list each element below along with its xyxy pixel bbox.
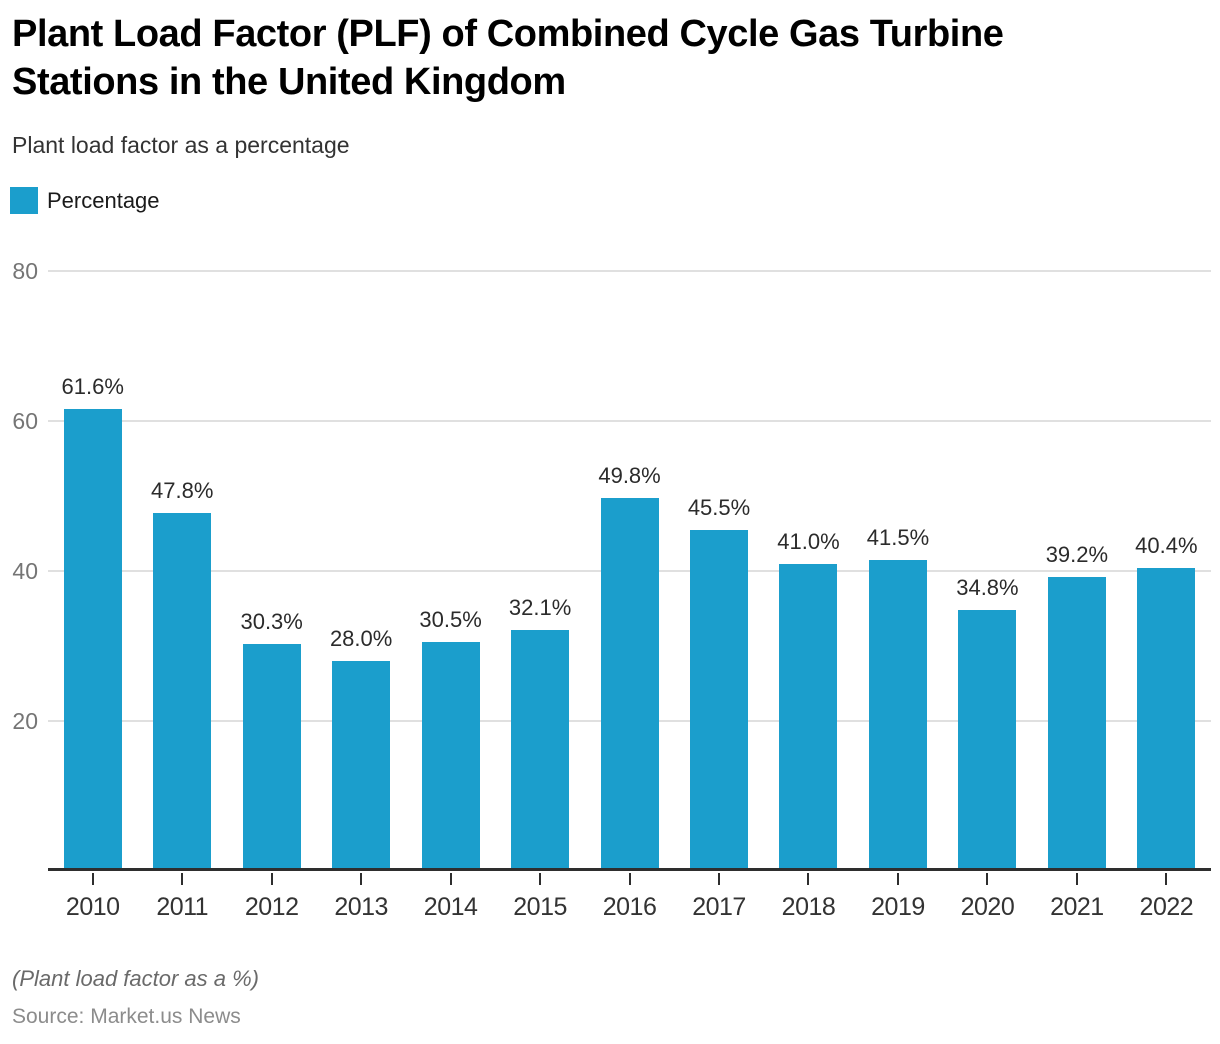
x-axis-tick xyxy=(718,873,721,885)
bar xyxy=(868,559,927,871)
gridline-80 xyxy=(48,270,1211,272)
bar-group-2012: 30.3% 2012 xyxy=(227,271,316,921)
bar xyxy=(153,512,212,871)
bar-value-label: 61.6% xyxy=(61,374,124,399)
bar-group-2017: 45.5% 2017 xyxy=(674,271,763,921)
x-axis-tick-label-2017: 2017 xyxy=(692,893,746,921)
legend-label: Percentage xyxy=(47,187,160,213)
bar xyxy=(958,610,1017,871)
bar-group-2019: 41.5% 2019 xyxy=(853,271,942,921)
bar-value-label: 49.8% xyxy=(598,462,661,488)
bar-value-label: 41.0% xyxy=(777,528,840,554)
bar-group-2010: 61.6% 2010 xyxy=(48,271,137,921)
bar xyxy=(332,661,391,871)
x-axis-tick-label-2018: 2018 xyxy=(781,893,836,921)
x-axis-line xyxy=(48,868,1211,871)
x-axis-tick xyxy=(1165,873,1168,885)
bar-group-2022: 40.4% 2022 xyxy=(1122,271,1211,921)
bar-value-label: 32.1% xyxy=(508,595,572,621)
x-axis-tick xyxy=(1075,873,1078,885)
gridline-60 xyxy=(48,420,1211,422)
bar xyxy=(242,643,301,871)
source-credit: Source: Market.us News xyxy=(12,1005,241,1028)
x-axis-tick xyxy=(807,873,810,885)
y-axis-tick-label-80: 80 xyxy=(12,258,38,284)
y-axis-tick-label-20: 20 xyxy=(12,708,38,734)
x-axis-tick xyxy=(986,873,989,885)
chart-subtitle: Plant load factor as a percentage xyxy=(12,132,350,158)
bar xyxy=(1137,568,1196,871)
x-axis-tick-label-2022: 2022 xyxy=(1139,893,1194,921)
bar xyxy=(690,529,749,871)
x-axis-tick-label-2019: 2019 xyxy=(871,893,925,921)
x-axis-tick-label-2020: 2020 xyxy=(960,893,1015,921)
bar xyxy=(421,642,480,871)
x-axis-tick xyxy=(360,873,363,885)
bar-series: 61.6% 2010 47.8% 2011 30.3% 2012 28.0% 2013 30.5… xyxy=(48,271,1211,922)
bar xyxy=(63,409,122,871)
bar xyxy=(511,630,570,871)
bar-value-label: 39.2% xyxy=(1045,542,1109,567)
y-axis-tick-label-60: 60 xyxy=(12,408,38,434)
legend-swatch-icon xyxy=(10,187,38,214)
x-axis-tick-label-2010: 2010 xyxy=(65,893,120,921)
bar-group-2011: 47.8% 2011 xyxy=(137,271,226,922)
bar xyxy=(1047,577,1106,871)
x-axis-tick xyxy=(270,873,273,885)
x-axis-tick xyxy=(628,873,631,885)
x-axis-tick-label-2021: 2021 xyxy=(1050,893,1104,921)
x-axis-tick xyxy=(896,873,899,885)
x-axis-tick xyxy=(181,873,184,885)
bar-group-2020: 34.8% 2020 xyxy=(943,271,1032,921)
bar-group-2014: 30.5% 2014 xyxy=(406,271,495,921)
bar xyxy=(600,497,659,871)
chart-title-line2: Stations in the United Kingdom xyxy=(12,61,566,103)
x-axis-tick-label-2015: 2015 xyxy=(513,893,567,921)
bar-value-label: 41.5% xyxy=(866,524,930,550)
bar-group-2016: 49.8% 2016 xyxy=(585,271,674,922)
bar-group-2015: 32.1% 2015 xyxy=(495,271,584,921)
plot-area: 20 40 60 80 61.6% 2010 47.8% 2011 30.3% 2012 28.0… xyxy=(12,259,1211,922)
x-axis-tick-label-2012: 2012 xyxy=(244,893,299,921)
bar-value-label: 40.4% xyxy=(1135,533,1198,558)
bar-group-2018: 41.0% 2018 xyxy=(764,271,853,922)
bar-value-label: 30.5% xyxy=(419,607,482,633)
x-axis-tick-label-2013: 2013 xyxy=(334,893,388,921)
x-axis-tick xyxy=(539,873,542,885)
bar-value-label: 34.8% xyxy=(956,575,1019,600)
chart-title-line1: Plant Load Factor (PLF) of Combined Cycl… xyxy=(12,13,1004,55)
axis-note: (Plant load factor as a %) xyxy=(12,966,260,991)
bar-group-2021: 39.2% 2021 xyxy=(1032,271,1121,921)
x-axis-tick xyxy=(449,873,452,885)
bar-group-2013: 28.0% 2013 xyxy=(316,271,405,921)
y-axis-tick-label-40: 40 xyxy=(12,558,38,584)
x-axis-tick-label-2011: 2011 xyxy=(156,893,209,921)
bar-value-label: 47.8% xyxy=(151,477,214,503)
bar-value-label: 30.3% xyxy=(240,608,303,634)
x-axis-tick-label-2014: 2014 xyxy=(423,893,478,921)
x-axis-tick xyxy=(91,873,94,885)
bar-value-label: 28.0% xyxy=(329,626,393,651)
legend: Percentage xyxy=(10,187,160,214)
bar xyxy=(779,563,838,871)
bar-value-label: 45.5% xyxy=(687,494,751,520)
chart-title: Plant Load Factor (PLF) of Combined Cycl… xyxy=(12,10,1004,106)
x-axis-tick-label-2016: 2016 xyxy=(602,893,657,921)
